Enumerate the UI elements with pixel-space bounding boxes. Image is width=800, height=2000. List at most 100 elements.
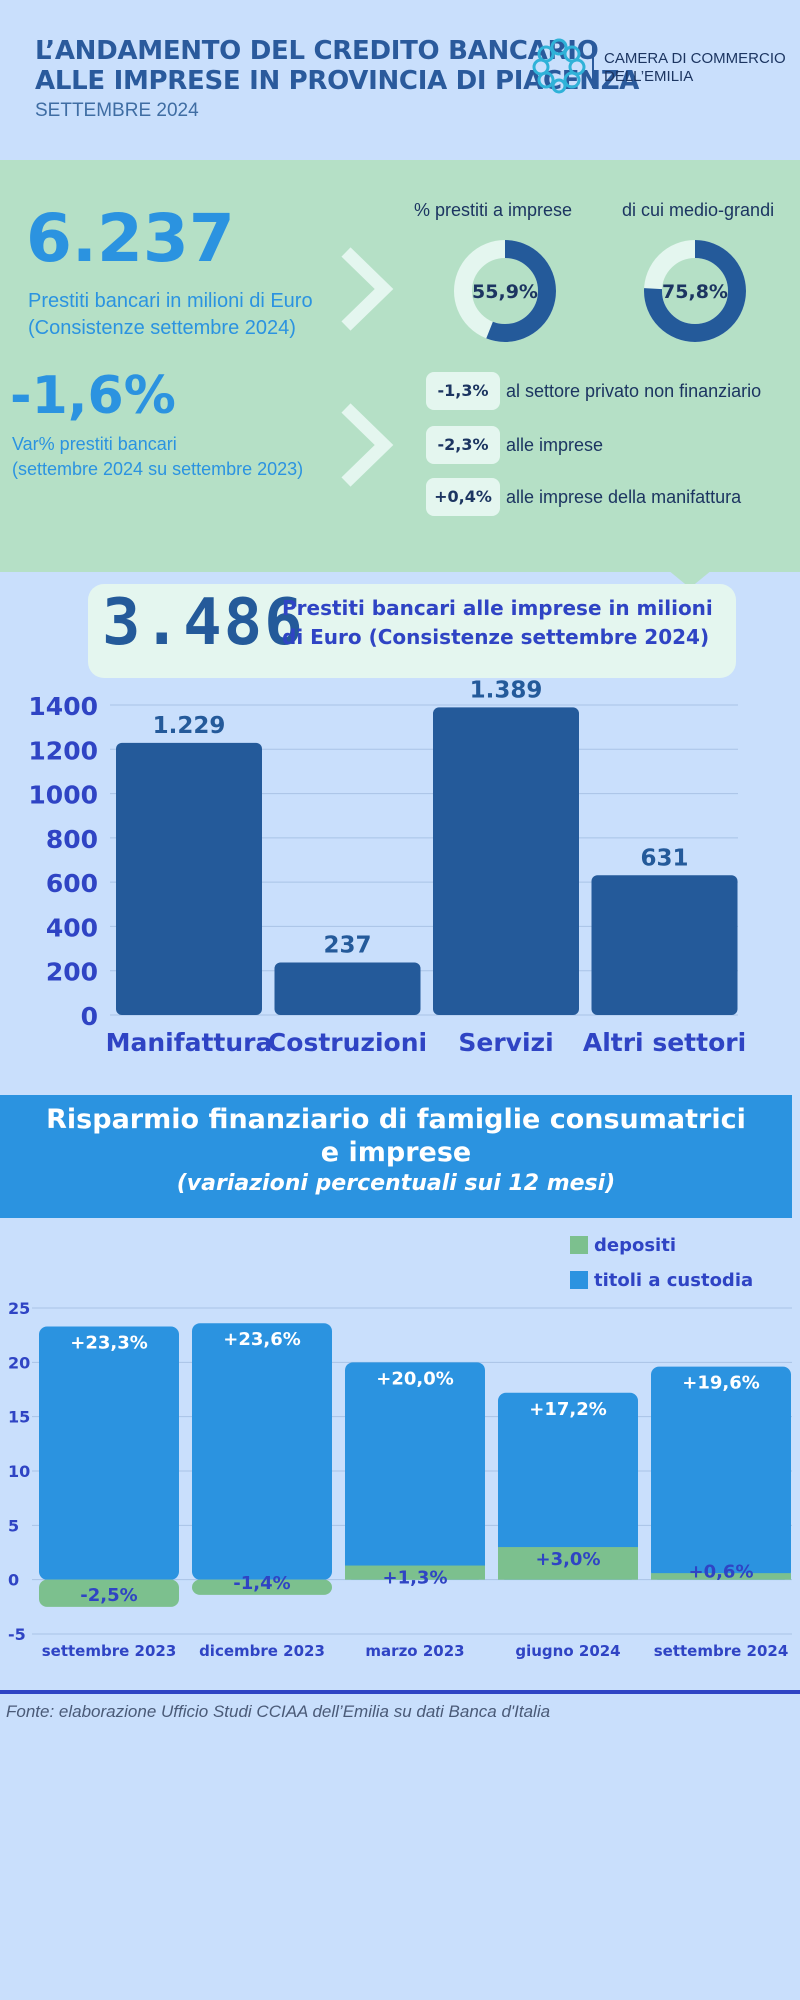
savings-title-line-2: e imprese — [320, 1137, 472, 1168]
savings-banner: Risparmio finanziario di famiglie consum… — [0, 1095, 792, 1218]
kpi-section — [0, 160, 800, 572]
y-tick-label: 5 — [8, 1516, 19, 1535]
org-name: CAMERA DI COMMERCIO DELL’EMILIA — [604, 50, 786, 86]
x-category-label: Manifattura — [106, 1028, 273, 1057]
org-line-2: DELL’EMILIA — [604, 68, 694, 85]
bar-titoli — [192, 1323, 332, 1580]
depositi-value-label: +0,6% — [688, 1562, 753, 1583]
org-line-1: CAMERA DI COMMERCIO — [604, 50, 786, 67]
x-category-label: giugno 2024 — [515, 1642, 620, 1660]
savings-subtitle: (variazioni percentuali sui 12 mesi) — [176, 1171, 616, 1196]
x-category-label: settembre 2024 — [654, 1642, 789, 1660]
loans-desc-line-2: (Consistenze settembre 2024) — [28, 317, 296, 339]
change-label-private-sector: al settore privato non finanziario — [506, 381, 762, 401]
business-loans-desc-line-2: di Euro (Consistenze settembre 2024) — [282, 625, 710, 649]
donut-arc-business-loans — [454, 240, 556, 342]
variation-desc-line-2: (settembre 2024 su settembre 2023) — [12, 459, 304, 479]
change-label-manufacturing: alle imprese della manifattura — [506, 487, 742, 507]
bar-manifattura — [116, 742, 262, 1015]
y-tick-label: 0 — [81, 1002, 98, 1031]
y-tick-label: 400 — [46, 913, 98, 942]
report-date: SETTEMBRE 2024 — [35, 100, 199, 121]
variation-desc-line-1: Var% prestiti bancari — [12, 434, 177, 454]
x-category-label: Costruzioni — [268, 1028, 427, 1057]
business-loans-box — [88, 584, 736, 678]
bar-value-label: 1.229 — [153, 713, 226, 739]
titoli-value-label: +23,6% — [223, 1329, 301, 1350]
loans-description: Prestiti bancari in milioni di Euro (Con… — [28, 288, 313, 342]
y-tick-label: 1000 — [28, 781, 98, 810]
change-pill-private-sector: -1,3% — [426, 372, 500, 410]
bar-depositi — [192, 1579, 332, 1595]
titoli-value-label: +23,3% — [70, 1332, 148, 1353]
bar-servizi — [433, 707, 579, 1015]
x-category-label: settembre 2023 — [42, 1642, 177, 1660]
source-note: Fonte: elaborazione Ufficio Studi CCIAA … — [6, 1702, 551, 1721]
donut-arc-medium-large — [644, 240, 746, 342]
legend-label: titoli a custodia — [594, 1270, 753, 1291]
bar-depositi — [651, 1573, 791, 1580]
x-category-label: Servizi — [458, 1028, 553, 1057]
legend-swatch — [570, 1271, 588, 1289]
change-pill-manufacturing: +0,4% — [426, 478, 500, 516]
title-line-1: L’ANDAMENTO DEL CREDITO BANCARIO — [35, 36, 599, 66]
titoli-value-label: +19,6% — [682, 1373, 760, 1394]
bar-value-label: 631 — [640, 845, 688, 871]
titoli-value-label: +20,0% — [376, 1368, 454, 1389]
depositi-value-label: -1,4% — [233, 1573, 290, 1594]
y-tick-label: 1400 — [28, 692, 98, 721]
x-category-label: marzo 2023 — [365, 1642, 464, 1660]
legend-label: depositi — [594, 1235, 676, 1256]
sector-loans-chart: 0 200 400 600 800 1000 1200 1400 1.229 Manifattur… — [28, 680, 746, 1057]
legend-swatch — [570, 1236, 588, 1254]
donut-label-business-loans: % prestiti a imprese — [414, 200, 573, 220]
bar-costruzioni — [274, 962, 421, 1015]
variation-description: Var% prestiti bancari (settembre 2024 su… — [12, 432, 303, 482]
bar-value-label: 1.389 — [470, 680, 543, 703]
bar-titoli — [39, 1326, 179, 1580]
business-loans-total: 3.486 — [102, 586, 305, 660]
y-tick-label: 1200 — [28, 736, 98, 765]
footer-divider — [0, 1690, 800, 1694]
donut-business-loans: 55,9% — [454, 240, 556, 342]
bar-depositi — [498, 1547, 638, 1580]
y-tick-label: -5 — [8, 1625, 26, 1644]
bar-altri-settori — [591, 875, 738, 1015]
change-label-businesses: alle imprese — [506, 435, 604, 455]
chamber-logo-icon — [532, 38, 586, 94]
y-tick-label: 20 — [8, 1353, 30, 1372]
y-tick-label: 15 — [8, 1408, 30, 1427]
chevron-right-icon — [341, 403, 394, 487]
loans-variation: -1,6% — [10, 366, 176, 426]
header: L’ANDAMENTO DEL CREDITO BANCARIO ALLE IM… — [0, 0, 800, 160]
bar-value-label: 237 — [323, 933, 371, 959]
y-tick-label: 800 — [46, 825, 98, 854]
bar-depositi — [39, 1579, 179, 1607]
y-tick-label: 200 — [46, 958, 98, 987]
bar-titoli — [345, 1362, 485, 1580]
x-category-label: dicembre 2023 — [199, 1642, 325, 1660]
business-loans-description: Prestiti bancari alle imprese in milioni… — [282, 594, 722, 652]
y-tick-label: 25 — [8, 1299, 30, 1318]
titoli-value-label: +17,2% — [529, 1399, 607, 1420]
savings-chart: -5 0 5 10 15 20 25 depositi titoli a custodia +23… — [8, 1235, 792, 1660]
donut-label-medium-large: di cui medio-grandi — [622, 200, 775, 220]
depositi-value-label: +1,3% — [382, 1568, 447, 1589]
chevron-right-icon — [341, 247, 394, 331]
y-tick-label: 10 — [8, 1462, 30, 1481]
bar-titoli — [651, 1366, 791, 1580]
depositi-value-label: -2,5% — [80, 1585, 137, 1606]
donut-medium-large: 75,8% — [644, 240, 746, 342]
y-tick-label: 0 — [8, 1571, 19, 1590]
bar-depositi — [345, 1565, 485, 1580]
change-pill-businesses: -2,3% — [426, 426, 500, 464]
x-category-label: Altri settori — [583, 1028, 746, 1057]
savings-title-line-1: Risparmio finanziario di famiglie consum… — [46, 1104, 746, 1135]
depositi-value-label: +3,0% — [535, 1549, 600, 1570]
y-tick-label: 600 — [46, 869, 98, 898]
loans-desc-line-1: Prestiti bancari in milioni di Euro — [28, 290, 313, 312]
loans-total: 6.237 — [26, 200, 235, 277]
donut-value-medium-large: 75,8% — [662, 281, 728, 303]
kpi-notch — [668, 570, 712, 588]
donut-value-business-loans: 55,9% — [472, 281, 538, 303]
